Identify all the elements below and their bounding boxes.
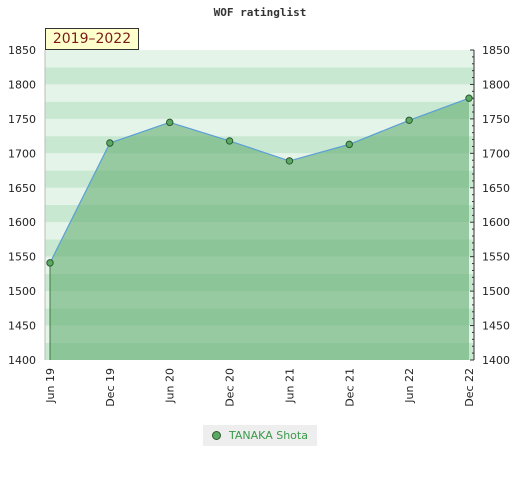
x-tick-label: Jun 21 bbox=[283, 368, 296, 404]
data-point-1 bbox=[106, 139, 114, 147]
y-tick-label-left: 1550 bbox=[8, 251, 36, 264]
y-tick-label-left: 1400 bbox=[8, 354, 36, 367]
y-tick-label-left: 1600 bbox=[8, 216, 36, 229]
y-tick-label-left: 1650 bbox=[8, 182, 36, 195]
y-tick-label-right: 1750 bbox=[482, 113, 510, 126]
x-tick-label: Dec 21 bbox=[343, 368, 356, 407]
data-point-6 bbox=[405, 116, 413, 124]
series-area bbox=[50, 98, 469, 360]
x-tick-label: Dec 19 bbox=[104, 368, 117, 407]
y-tick-label-left: 1750 bbox=[8, 113, 36, 126]
x-tick-label: Jun 19 bbox=[44, 368, 57, 404]
x-tick-label: Dec 20 bbox=[224, 368, 237, 407]
y-tick-label-right: 1650 bbox=[482, 182, 510, 195]
y-tick-label-left: 1700 bbox=[8, 147, 36, 160]
chart-title: WOF ratinglist bbox=[213, 6, 307, 19]
x-tick-label: Jun 20 bbox=[164, 368, 177, 404]
y-tick-label-right: 1800 bbox=[482, 78, 510, 91]
y-tick-label-right: 1700 bbox=[482, 147, 510, 160]
x-tick-label: Dec 22 bbox=[463, 368, 476, 407]
period-badge: 2019–2022 bbox=[45, 28, 139, 50]
legend-marker-icon bbox=[212, 431, 222, 440]
y-tick-label-left: 1450 bbox=[8, 320, 36, 333]
series-line bbox=[49, 97, 470, 264]
data-point-7 bbox=[465, 94, 473, 102]
y-tick-label-right: 1550 bbox=[482, 251, 510, 264]
y-tick-label-left: 1850 bbox=[8, 44, 36, 57]
grid-band bbox=[45, 84, 474, 102]
legend[interactable]: TANAKA Shota bbox=[203, 425, 317, 446]
data-point-4 bbox=[285, 157, 294, 165]
y-tick-label-right: 1500 bbox=[482, 285, 510, 298]
grid-band bbox=[45, 50, 474, 68]
data-point-3 bbox=[225, 137, 234, 145]
legend-series-label: TANAKA Shota bbox=[229, 429, 308, 442]
grid-band bbox=[45, 67, 474, 85]
y-tick-label-left: 1800 bbox=[8, 78, 36, 91]
data-point-2 bbox=[166, 118, 174, 127]
y-tick-label-right: 1400 bbox=[482, 354, 510, 367]
data-point-5 bbox=[345, 140, 353, 149]
x-tick-label: Jun 22 bbox=[403, 368, 416, 404]
y-tick-label-right: 1450 bbox=[482, 320, 510, 333]
y-tick-label-right: 1600 bbox=[482, 216, 510, 229]
y-tick-label-left: 1500 bbox=[8, 285, 36, 298]
data-point-0 bbox=[46, 259, 54, 267]
grid-band bbox=[45, 101, 474, 119]
y-tick-label-right: 1850 bbox=[482, 44, 510, 57]
